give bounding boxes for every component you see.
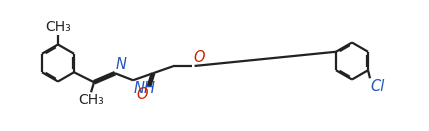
Text: CH₃: CH₃: [45, 20, 71, 34]
Text: NH: NH: [134, 81, 156, 96]
Text: N: N: [116, 57, 127, 72]
Text: CH₃: CH₃: [78, 93, 104, 107]
Text: O: O: [193, 50, 205, 65]
Text: Cl: Cl: [370, 79, 385, 94]
Text: O: O: [136, 87, 148, 102]
